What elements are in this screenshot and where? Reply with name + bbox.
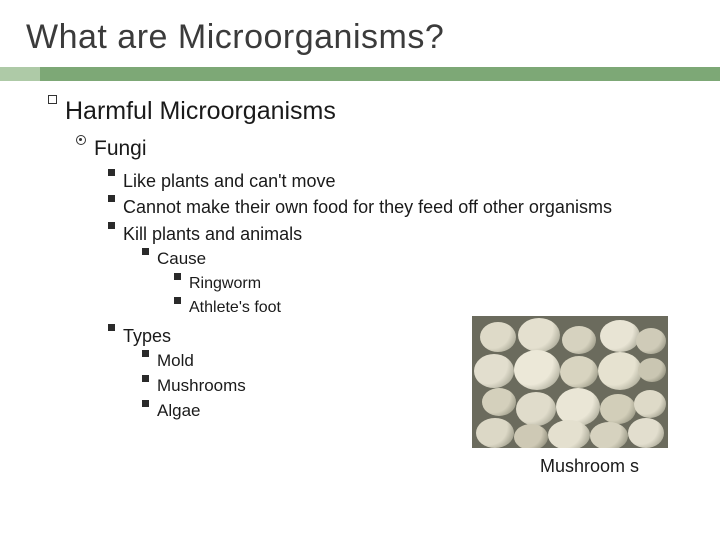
hollow-square-bullet-icon [48,95,57,104]
bullet-level5: Athlete's foot [174,297,694,319]
title-divider [0,67,720,81]
cause-item-1: Athlete's foot [189,297,694,319]
filled-square-bullet-icon [108,222,115,229]
filled-square-bullet-icon [108,169,115,176]
image-caption: Mushroom s [540,456,660,477]
mushroom-oval [518,318,560,352]
mushroom-oval [516,392,556,426]
mushroom-oval [562,326,596,354]
target-bullet-icon [76,135,86,145]
bullet-level3: Like plants and can't move [108,169,694,193]
cause-item-0: Ringworm [189,273,694,295]
mushroom-oval [638,358,666,382]
filled-square-bullet-icon [108,195,115,202]
filled-square-bullet-icon [108,324,115,331]
mushroom-oval [480,322,516,352]
mushroom-oval [482,388,516,416]
bullet-level2: Fungi [76,135,694,163]
mushroom-oval [476,418,514,448]
filled-square-bullet-icon [174,297,181,304]
level1-text: Harmful Microorganisms [65,95,694,129]
level3-text-2: Kill plants and animals [123,222,694,246]
filled-square-bullet-icon [142,400,149,407]
mushroom-oval [634,390,666,418]
mushroom-oval [600,394,636,424]
level2-text: Fungi [94,135,694,163]
mushroom-oval [514,350,560,390]
mushroom-oval [590,422,628,448]
mushroom-oval [474,354,514,388]
filled-square-bullet-icon [142,248,149,255]
mushroom-oval [628,418,664,448]
bullet-level3: Kill plants and animals [108,222,694,246]
bullet-level5: Ringworm [174,273,694,295]
slide-title: What are Microorganisms? [0,0,720,67]
filled-square-bullet-icon [142,350,149,357]
mushroom-oval [600,320,640,352]
mushroom-oval [514,424,548,448]
level3-text-0: Like plants and can't move [123,169,694,193]
bullet-level3: Cannot make their own food for they feed… [108,195,694,219]
mushroom-oval [636,328,666,354]
level3-text-1: Cannot make their own food for they feed… [123,195,694,219]
mushroom-oval [548,420,590,448]
mushroom-oval [598,352,642,390]
filled-square-bullet-icon [174,273,181,280]
bullet-level1: Harmful Microorganisms [48,95,694,129]
mushroom-oval [560,356,598,388]
cause-label: Cause [157,248,694,271]
filled-square-bullet-icon [142,375,149,382]
mushrooms-image [472,316,668,448]
bullet-level4-cause: Cause [142,248,694,271]
